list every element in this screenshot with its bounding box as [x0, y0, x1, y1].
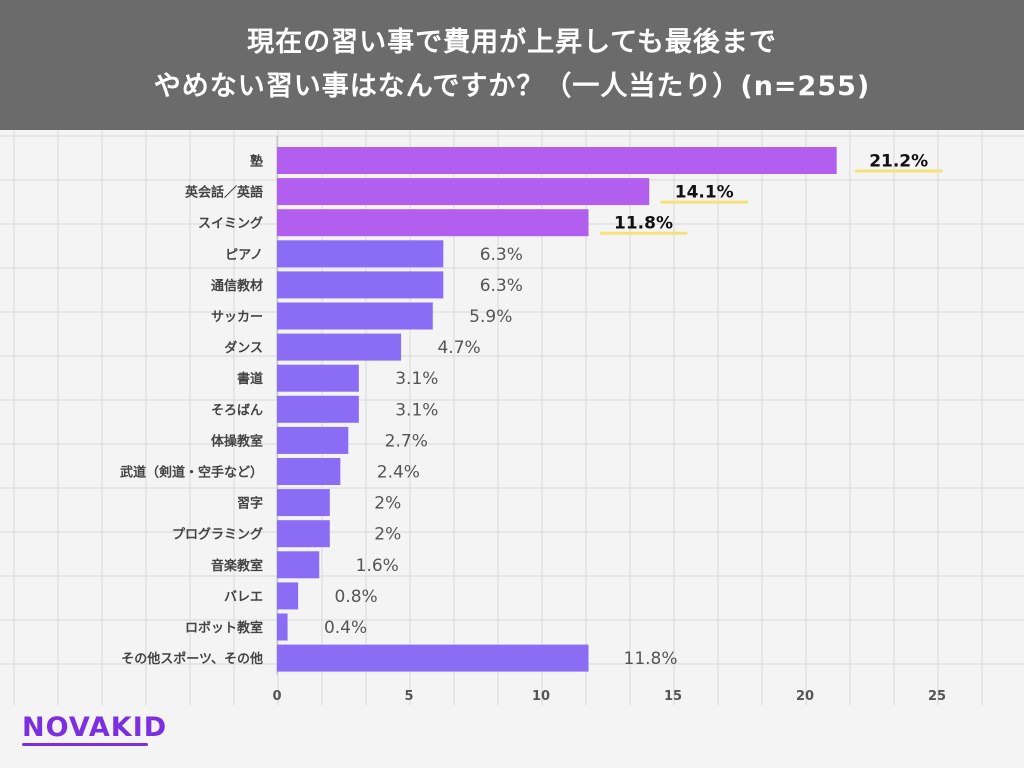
category-label: プログラミング — [172, 527, 263, 543]
value-label: 2% — [374, 525, 401, 545]
value-label: 4.7% — [437, 338, 480, 358]
bar — [277, 551, 320, 579]
value-label: 0.4% — [324, 618, 367, 638]
value-highlight — [599, 231, 688, 235]
value-label: 2.4% — [377, 463, 420, 483]
x-tick-label: 15 — [664, 689, 682, 704]
value-label: 3.1% — [395, 400, 438, 420]
category-label: そろばん — [211, 403, 263, 418]
value-label: 11.8% — [614, 214, 673, 234]
category-label: スイミング — [198, 216, 263, 232]
bar — [277, 209, 589, 237]
bar — [277, 364, 359, 392]
bar — [277, 333, 402, 361]
bar — [277, 178, 650, 206]
value-highlight — [854, 169, 943, 173]
chart-header: 現在の習い事で費用が上昇しても最後まで やめない習い事はなんですか？（一人当たり… — [0, 0, 1024, 130]
value-label: 6.3% — [480, 245, 523, 265]
value-label: 5.9% — [469, 307, 512, 327]
value-label: 1.6% — [356, 556, 399, 576]
value-label: 14.1% — [675, 183, 734, 203]
bar — [277, 302, 433, 330]
logo-underline — [22, 743, 148, 746]
x-tick-label: 5 — [404, 689, 413, 704]
bar — [277, 489, 330, 517]
category-label: 塾 — [250, 154, 263, 170]
bar — [277, 458, 341, 485]
novakid-logo: NOVAKID — [22, 712, 168, 743]
bar-chart: 塾 21.2% 英会話／英語 14.1% スイミング 11.8% ピアノ 6.3% 通信教材 6.… — [0, 130, 1024, 705]
value-label: 0.8% — [335, 587, 378, 607]
category-label: 音楽教室 — [211, 558, 263, 574]
value-label: 11.8% — [624, 649, 678, 669]
category-label: 習字 — [237, 496, 263, 512]
bar — [277, 395, 359, 423]
value-label: 2.7% — [385, 431, 428, 451]
bar — [277, 520, 330, 548]
category-label: ロボット教室 — [185, 620, 263, 636]
x-tick-label: 10 — [532, 689, 550, 704]
category-label: サッカー — [211, 310, 263, 325]
value-label: 6.3% — [480, 276, 523, 296]
category-label: バレエ — [224, 590, 263, 605]
bar — [277, 271, 444, 299]
chart-title-line-2: やめない習い事はなんですか？（一人当たり）(n=255) — [153, 71, 871, 102]
bar — [277, 582, 299, 610]
category-label: 体操教室 — [211, 433, 263, 449]
bar — [277, 613, 288, 641]
bar — [277, 240, 444, 268]
category-label: ピアノ — [225, 248, 263, 263]
chart-title-line-1: 現在の習い事で費用が上昇しても最後まで — [247, 27, 777, 58]
category-label: 書道 — [237, 371, 263, 387]
category-label: ダンス — [224, 340, 263, 356]
bar — [277, 426, 349, 454]
x-tick-label: 25 — [928, 689, 946, 704]
x-tick-label: 0 — [272, 689, 281, 704]
x-tick-label: 20 — [796, 689, 814, 704]
value-label: 21.2% — [869, 152, 928, 172]
value-highlight — [660, 200, 749, 204]
bar — [277, 644, 589, 672]
value-label: 3.1% — [395, 369, 438, 389]
category-label: 通信教材 — [211, 278, 263, 294]
value-label: 2% — [374, 494, 401, 514]
bar — [277, 147, 837, 174]
category-label: 武道（剣道・空手など） — [120, 465, 263, 481]
category-label: 英会話／英語 — [184, 185, 263, 201]
category-label: その他スポーツ、その他 — [121, 651, 263, 667]
